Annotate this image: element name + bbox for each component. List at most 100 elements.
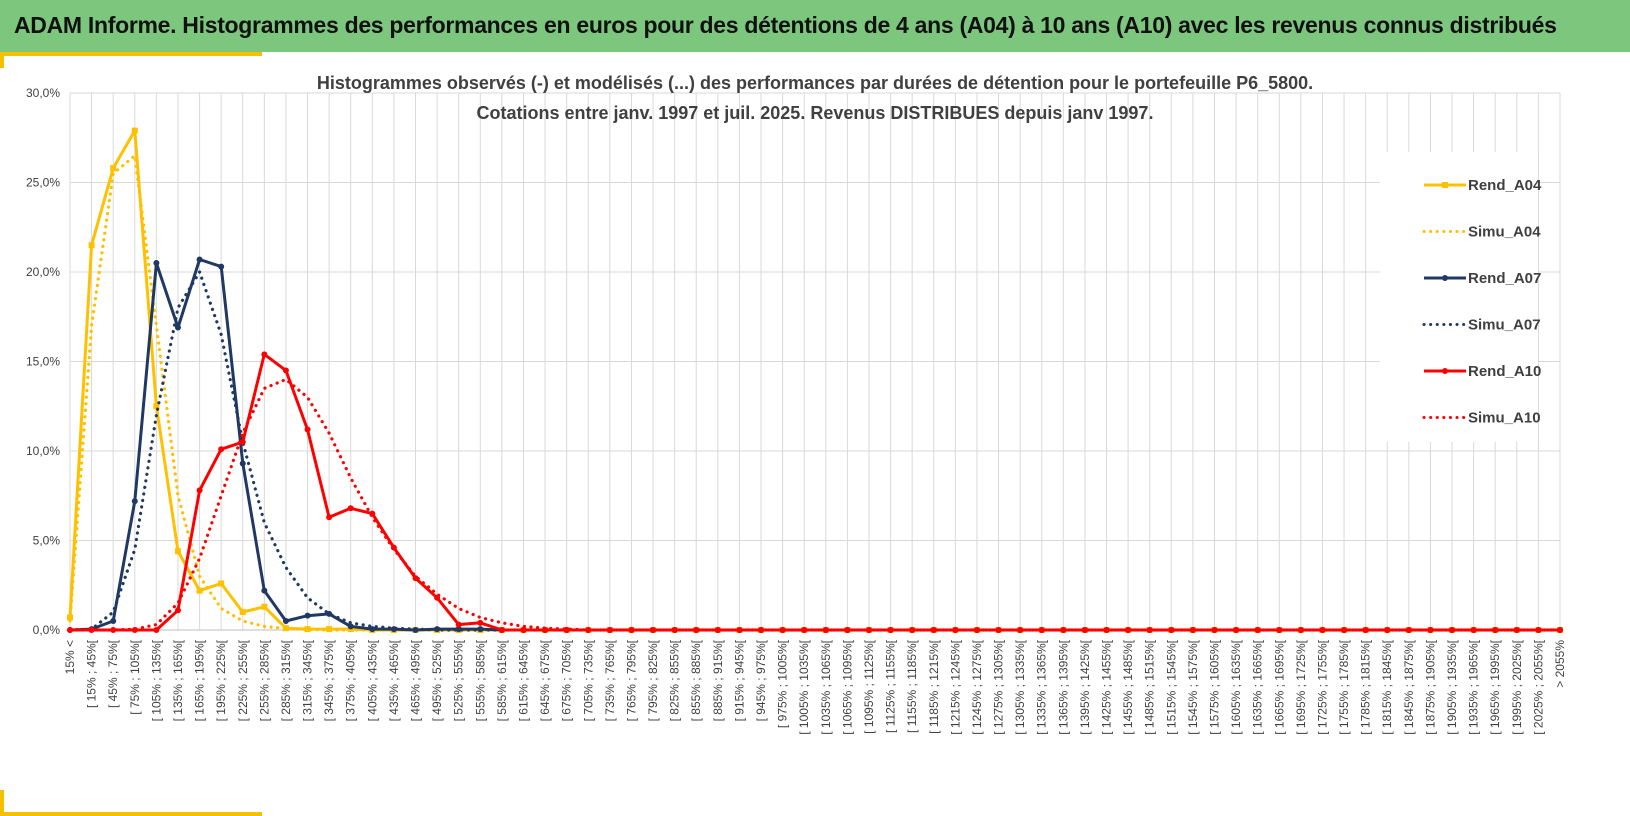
x-tick-label: [ 915% ; 945%[ xyxy=(732,639,746,721)
data-point-Rend_A10 xyxy=(282,367,289,374)
x-tick-label: [ 765% ; 795%[ xyxy=(624,639,638,721)
x-tick-label: [ 1125% ; 1155%[ xyxy=(884,639,898,733)
page-title: ADAM Informe. Histogrammes des performan… xyxy=(14,12,1557,38)
legend-label-Rend_A10: Rend_A10 xyxy=(1468,363,1541,380)
x-tick-label: [ 465% ; 495%[ xyxy=(409,639,423,721)
data-point-Rend_A10 xyxy=(174,607,181,614)
x-tick-label: [ 1485% ; 1515%[ xyxy=(1143,639,1157,734)
x-tick-label: [ 1785% ; 1815%[ xyxy=(1359,639,1373,734)
x-tick-label: [ 1005% ; 1035%[ xyxy=(797,639,811,734)
x-tick-label: [ 555% ; 585%[ xyxy=(473,639,487,721)
data-point-Rend_A07 xyxy=(218,263,225,270)
chart-grid xyxy=(69,92,1561,631)
x-tick-label: [ 1575% ; 1605%[ xyxy=(1207,639,1221,734)
data-point-Rend_A10 xyxy=(261,351,268,358)
accent-bar-bottom-left xyxy=(0,812,262,816)
data-point-Rend_A04 xyxy=(218,580,225,587)
x-tick-label: [ 1335% ; 1365%[ xyxy=(1035,639,1049,734)
data-point-Rend_A10 xyxy=(455,621,462,628)
data-point-Rend_A10 xyxy=(110,627,117,633)
data-point-Rend_A04 xyxy=(131,127,138,134)
x-tick-label: [ 405% ; 435%[ xyxy=(365,639,379,721)
data-point-Rend_A07 xyxy=(261,587,268,594)
x-tick-label: [ 1905% ; 1935%[ xyxy=(1445,639,1459,734)
data-point-Rend_A10 xyxy=(1125,627,1132,633)
data-point-Rend_A10 xyxy=(304,426,311,433)
data-point-Rend_A07 xyxy=(174,324,181,331)
series-line-Simu_A04 xyxy=(68,154,1562,632)
x-tick-label: [ 1425% ; 1455%[ xyxy=(1100,639,1114,734)
data-point-Rend_A10 xyxy=(1276,627,1283,633)
data-point-Rend_A10 xyxy=(973,627,980,633)
data-point-Rend_A10 xyxy=(714,627,721,633)
data-point-Rend_A10 xyxy=(1557,627,1563,633)
legend-label-Simu_A04: Simu_A04 xyxy=(1468,224,1541,241)
x-tick-label: [ 1845% ; 1875%[ xyxy=(1402,639,1416,734)
x-tick-label: [ 1245% ; 1275%[ xyxy=(970,639,984,734)
x-tick-label: [ 285% ; 315%[ xyxy=(279,639,293,721)
x-tick-label: [ 195% ; 225%[ xyxy=(214,639,228,721)
x-tick-label: [ 795% ; 825%[ xyxy=(646,639,660,721)
data-point-Rend_A07 xyxy=(239,460,246,467)
x-tick-label: [ 1455% ; 1485%[ xyxy=(1121,639,1135,734)
x-tick-label: [ 45% ; 75%[ xyxy=(106,639,120,708)
x-tick-label: [ 1065% ; 1095%[ xyxy=(840,639,854,734)
series-line-Rend_A04 xyxy=(68,129,1560,632)
x-tick-label: [ 1725% ; 1755%[ xyxy=(1315,639,1329,734)
x-tick-label: [ 855% ; 885%[ xyxy=(689,639,703,721)
data-point-Rend_A10 xyxy=(239,439,246,446)
legend-marker xyxy=(1442,368,1448,374)
data-point-Rend_A04 xyxy=(67,614,73,621)
x-tick-label: [ 945% ; 975%[ xyxy=(754,639,768,721)
data-point-Rend_A07 xyxy=(369,626,376,633)
x-tick-label: [ 1695% ; 1725%[ xyxy=(1294,639,1308,734)
data-point-Rend_A07 xyxy=(153,260,160,267)
data-point-Rend_A04 xyxy=(174,548,181,555)
data-point-Rend_A10 xyxy=(1297,627,1304,633)
x-tick-label: > 2055% xyxy=(1553,640,1567,688)
data-point-Rend_A04 xyxy=(239,609,246,616)
series-line-Rend_A07 xyxy=(69,258,1560,632)
x-tick-label: [ 1995% ; 2025%[ xyxy=(1510,639,1524,734)
y-tick-label: 20,0% xyxy=(26,265,60,279)
legend-background xyxy=(1380,152,1538,442)
data-point-Rend_A10 xyxy=(1513,627,1520,633)
data-point-Rend_A10 xyxy=(1449,627,1456,633)
accent-bar-left-bottom xyxy=(0,790,4,816)
data-point-Rend_A07 xyxy=(455,626,462,633)
x-tick-label: [ 1875% ; 1905%[ xyxy=(1423,639,1437,734)
accent-bar-left xyxy=(0,52,4,68)
x-tick-label: [ 1275% ; 1305%[ xyxy=(992,639,1006,734)
x-tick-label: [ 735% ; 765%[ xyxy=(603,639,617,721)
y-axis-ticks: 0,0% 5,0% 10,0% 15,0% 20,0% 25,0% 30,0% xyxy=(26,86,60,637)
x-tick-label: [ 825% ; 855%[ xyxy=(668,639,682,721)
x-tick-label: [ 165% ; 195%[ xyxy=(193,639,207,721)
series-line-Rend_A10 xyxy=(70,352,1560,632)
x-tick-label: [ 15% ; 45%[ xyxy=(85,639,99,708)
x-tick-label: [ 1095% ; 1125%[ xyxy=(862,639,876,734)
x-tick-label: [ 1365% ; 1395%[ xyxy=(1056,639,1070,734)
data-point-Rend_A10 xyxy=(887,627,894,633)
chart-series xyxy=(67,127,1563,633)
x-tick-label: [ 495% ; 525%[ xyxy=(430,639,444,721)
y-tick-label: 0,0% xyxy=(33,623,61,637)
x-tick-label: [ 1755% ; 1785%[ xyxy=(1337,639,1351,734)
data-point-Rend_A07 xyxy=(347,623,354,630)
x-tick-label: [ 1185% ; 1215%[ xyxy=(927,639,941,734)
series-line-Simu_A10 xyxy=(68,377,1562,632)
x-axis-ticks: 15% < [ 15% ; 45%[[ 45% ; 75%[[ 75% ; 105… xyxy=(63,639,1567,734)
data-point-Rend_A04 xyxy=(261,603,268,610)
x-tick-label: 15% < xyxy=(63,640,77,674)
data-point-Rend_A07 xyxy=(110,618,117,625)
x-tick-label: [ 1215% ; 1245%[ xyxy=(948,639,962,734)
y-tick-label: 30,0% xyxy=(26,86,60,100)
data-point-Rend_A10 xyxy=(498,627,505,633)
data-point-Rend_A04 xyxy=(196,587,203,594)
x-tick-label: [ 1035% ; 1065%[ xyxy=(819,639,833,734)
x-tick-label: [ 1605% ; 1635%[ xyxy=(1229,639,1243,734)
histogram-chart: Histogrammes observés (-) et modélisés (… xyxy=(26,73,1567,735)
x-tick-label: [ 2025% ; 2055%[ xyxy=(1531,639,1545,734)
legend-label-Rend_A07: Rend_A07 xyxy=(1468,270,1541,287)
data-point-Rend_A04 xyxy=(304,626,311,633)
